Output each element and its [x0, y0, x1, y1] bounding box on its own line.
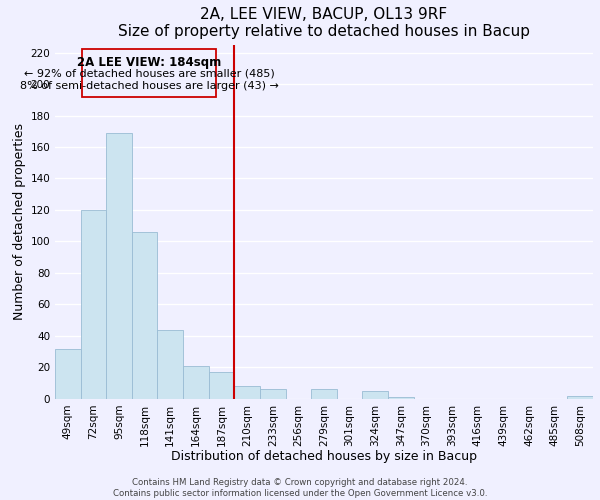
- Bar: [568, 396, 593, 399]
- Y-axis label: Number of detached properties: Number of detached properties: [13, 124, 26, 320]
- Bar: [209, 372, 235, 399]
- Bar: [388, 398, 414, 399]
- Bar: [311, 390, 337, 399]
- Bar: [183, 366, 209, 399]
- Bar: [157, 330, 183, 399]
- Bar: [80, 210, 106, 399]
- Bar: [106, 133, 132, 399]
- Bar: [132, 232, 157, 399]
- Text: 2A LEE VIEW: 184sqm: 2A LEE VIEW: 184sqm: [77, 56, 221, 68]
- Bar: [235, 386, 260, 399]
- Title: 2A, LEE VIEW, BACUP, OL13 9RF
Size of property relative to detached houses in Ba: 2A, LEE VIEW, BACUP, OL13 9RF Size of pr…: [118, 7, 530, 40]
- Text: ← 92% of detached houses are smaller (485): ← 92% of detached houses are smaller (48…: [24, 68, 275, 78]
- Text: 8% of semi-detached houses are larger (43) →: 8% of semi-detached houses are larger (4…: [20, 81, 278, 91]
- Bar: [55, 348, 80, 399]
- Bar: [362, 391, 388, 399]
- Text: Contains HM Land Registry data © Crown copyright and database right 2024.
Contai: Contains HM Land Registry data © Crown c…: [113, 478, 487, 498]
- X-axis label: Distribution of detached houses by size in Bacup: Distribution of detached houses by size …: [171, 450, 477, 463]
- FancyBboxPatch shape: [82, 50, 217, 96]
- Bar: [260, 390, 286, 399]
